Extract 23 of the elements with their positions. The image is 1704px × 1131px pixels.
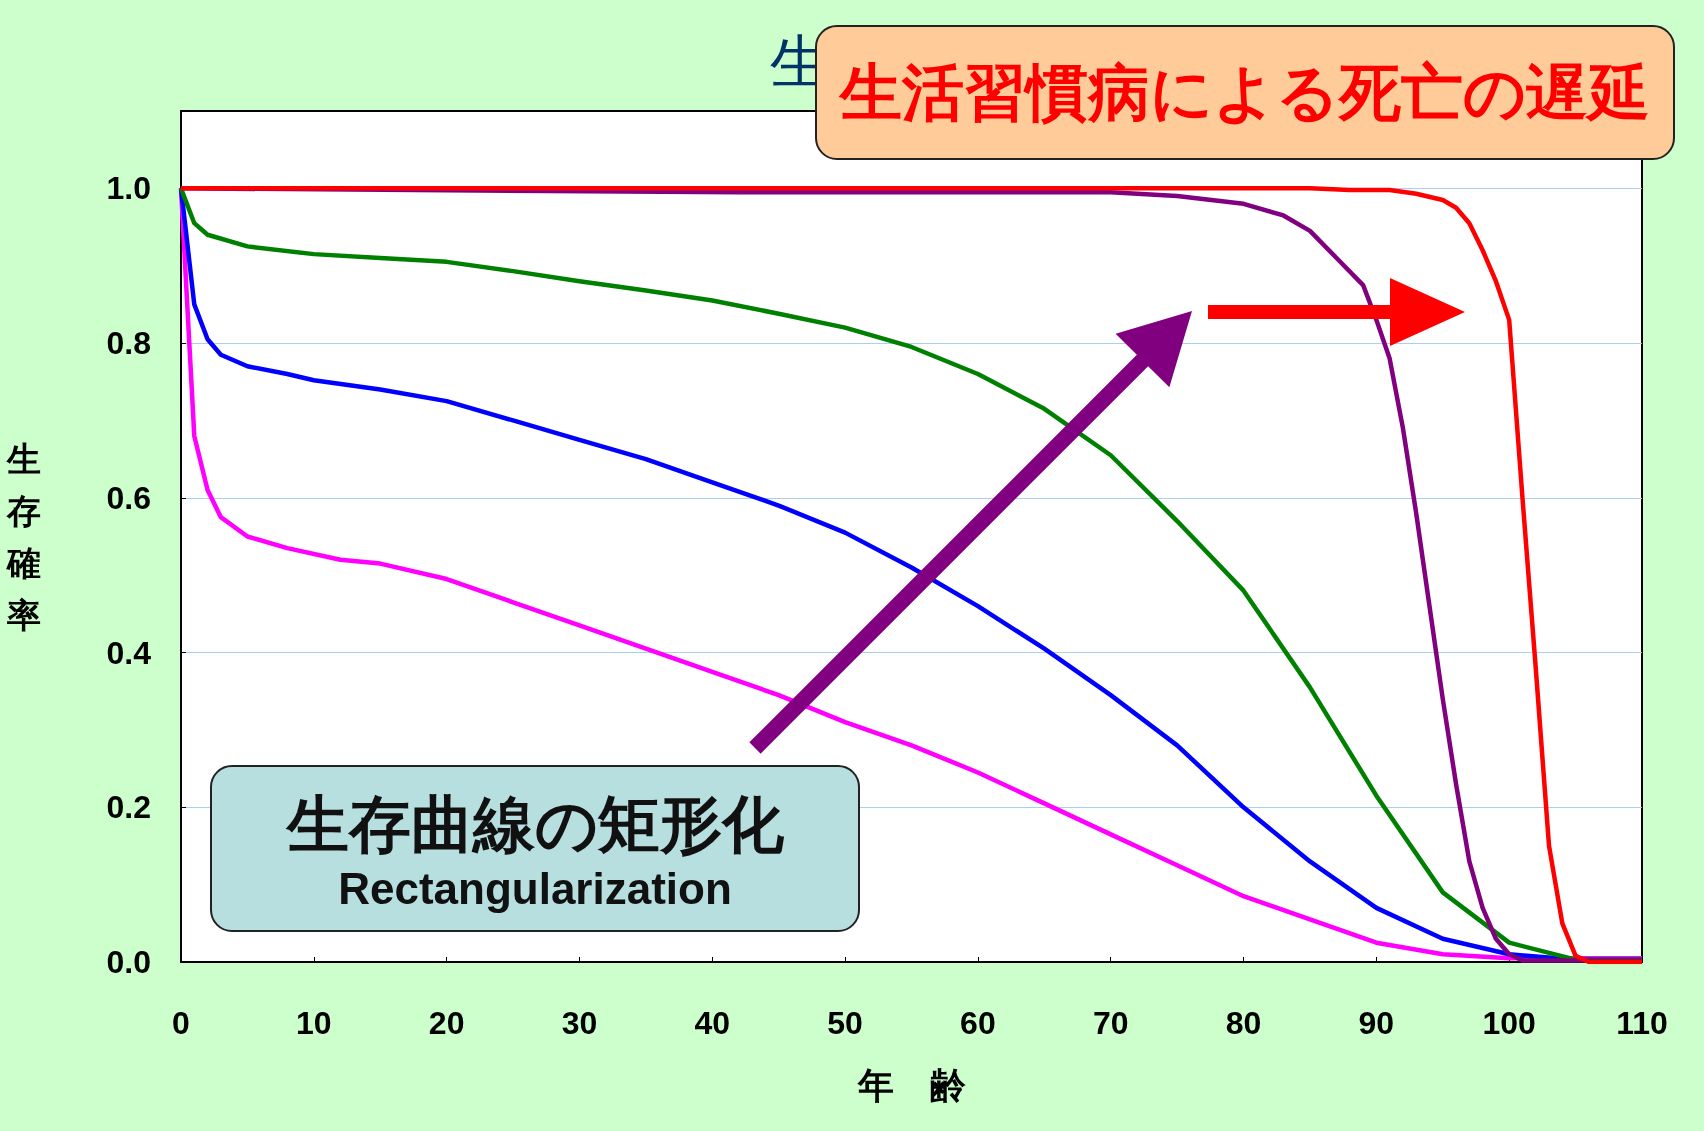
annotation: Rectangularization — [337, 863, 733, 915]
y-tick-label: 0.4 — [106, 634, 152, 671]
x-tick-label: 50 — [827, 1005, 863, 1041]
x-tick-label: 80 — [1225, 1005, 1262, 1041]
x-tick-label: 0 — [172, 1005, 190, 1041]
y-tick-label: 0.2 — [106, 789, 151, 826]
x-tick-label: 90 — [1358, 1005, 1395, 1041]
y-tick-label: 0.8 — [106, 325, 151, 362]
annotation: 生活習慣病による死亡の遅延 — [840, 56, 1650, 129]
x-tick-label: 30 — [561, 1005, 598, 1041]
x-tick-label: 60 — [960, 1005, 996, 1041]
x-tick-label: 20 — [428, 1005, 465, 1041]
x-axis-title: 年 齢 — [856, 1064, 966, 1106]
y-tick-label: 0.0 — [106, 944, 151, 980]
annotation: 生存曲線の矩形化 — [285, 788, 785, 861]
x-tick-label: 110 — [1616, 1005, 1668, 1041]
y-tick-label: 0.6 — [106, 479, 151, 516]
y-tick-label: 1.0 — [106, 170, 151, 207]
y-axis-title: 生存確率 — [5, 438, 41, 635]
x-tick-label: 40 — [694, 1005, 731, 1041]
x-tick-label: 70 — [1092, 1005, 1129, 1041]
x-tick-label: 10 — [296, 1005, 332, 1041]
x-tick-label: 100 — [1482, 1005, 1536, 1041]
